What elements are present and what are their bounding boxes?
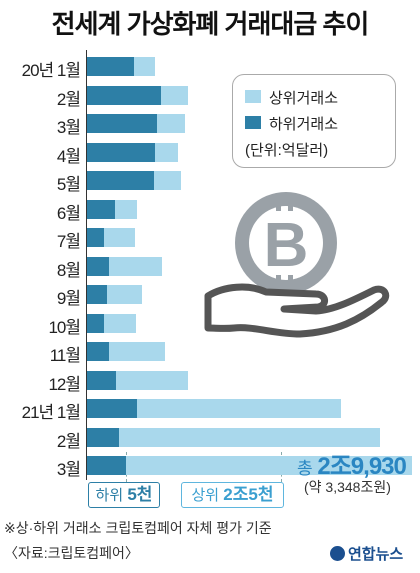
bar-upper-exchange bbox=[114, 199, 137, 219]
footnote: ※상·하위 거래소 크립토컴페어 자체 평가 기준 bbox=[4, 520, 272, 536]
bar-upper-exchange bbox=[156, 114, 185, 133]
bar-lower-exchange bbox=[87, 171, 155, 190]
tick-upper-value: 2조5천 bbox=[223, 485, 274, 504]
bar-upper-exchange bbox=[136, 399, 341, 418]
logo-mark-icon bbox=[330, 546, 345, 561]
bar-lower-exchange bbox=[87, 199, 115, 219]
legend-swatch-lower bbox=[245, 116, 261, 129]
tick-label-upper: 상위 2조5천 bbox=[181, 482, 284, 508]
bar-lower-exchange bbox=[87, 370, 117, 390]
bar-lower-exchange bbox=[87, 399, 137, 418]
category-label: 9월 bbox=[56, 289, 81, 308]
tick-upper-prefix: 상위 bbox=[191, 487, 224, 504]
bar-lower-exchange bbox=[87, 256, 110, 276]
bar-upper-exchange bbox=[104, 228, 135, 247]
bar-upper-exchange bbox=[161, 85, 189, 105]
logo-text: 연합뉴스 bbox=[348, 546, 404, 563]
bar-lower-exchange bbox=[87, 57, 135, 76]
bar-upper-exchange bbox=[116, 370, 188, 390]
bar-lower-exchange bbox=[87, 285, 108, 304]
hand-holding-bitcoin-icon: B bbox=[204, 192, 390, 338]
category-label: 2월 bbox=[56, 89, 81, 109]
category-label: 3월 bbox=[56, 460, 81, 479]
bar-lower-exchange bbox=[87, 142, 156, 162]
category-label: 7월 bbox=[56, 232, 81, 251]
bar-lower-exchange bbox=[87, 228, 105, 247]
category-label: 21년 1월 bbox=[21, 403, 81, 422]
tick-label-lower: 하위 5천 bbox=[88, 482, 160, 508]
publisher-logo: 연합뉴스 bbox=[330, 543, 403, 564]
tick-lower-prefix: 하위 bbox=[95, 487, 128, 504]
bar-upper-exchange bbox=[104, 313, 136, 333]
legend-label-upper: 상위거래소 bbox=[269, 90, 339, 107]
bar-upper-exchange bbox=[154, 171, 182, 190]
bar-lower-exchange bbox=[87, 427, 119, 447]
category-axis-line bbox=[86, 50, 87, 480]
bar-lower-exchange bbox=[87, 342, 109, 361]
category-label: 12월 bbox=[48, 374, 81, 394]
bar-upper-exchange bbox=[107, 285, 142, 304]
category-label: 2월 bbox=[56, 431, 81, 451]
total-krw: (약 3,348조원) bbox=[304, 479, 391, 495]
bar-lower-exchange bbox=[87, 456, 126, 475]
bar-lower-exchange bbox=[87, 85, 162, 105]
category-label: 6월 bbox=[56, 203, 81, 223]
total-annotation: 총 2조9,930 bbox=[297, 446, 407, 481]
bar-upper-exchange bbox=[109, 256, 163, 276]
total-prefix: 총 bbox=[297, 459, 318, 478]
legend-label-lower: 하위거래소 bbox=[269, 116, 339, 133]
bar-upper-exchange bbox=[125, 456, 412, 475]
svg-text:B: B bbox=[264, 211, 309, 280]
category-label: 11월 bbox=[49, 346, 81, 365]
category-label: 5월 bbox=[56, 175, 81, 194]
legend: 상위거래소 하위거래소 (단위:억달러) bbox=[232, 74, 396, 168]
bar-lower-exchange bbox=[87, 313, 105, 333]
total-value: 2조9,930 bbox=[317, 453, 406, 480]
legend-swatch-upper bbox=[245, 90, 261, 103]
legend-unit: (단위:억달러) bbox=[245, 142, 329, 159]
bar-upper-exchange bbox=[134, 57, 156, 76]
category-label: 20년 1월 bbox=[21, 61, 81, 80]
category-label: 10월 bbox=[48, 317, 81, 337]
category-label: 3월 bbox=[56, 118, 81, 137]
tick-lower-value: 5천 bbox=[127, 485, 153, 504]
bar-upper-exchange bbox=[108, 342, 166, 361]
category-label: 8월 bbox=[56, 260, 81, 280]
source: 〈자료:크립토컴페어〉 bbox=[4, 545, 139, 561]
bar-lower-exchange bbox=[87, 114, 157, 133]
bar-upper-exchange bbox=[118, 427, 380, 447]
bar-upper-exchange bbox=[155, 142, 178, 162]
chart-title: 전세계 가상화폐 거래대금 추이 bbox=[51, 9, 370, 39]
category-label: 4월 bbox=[56, 146, 81, 166]
